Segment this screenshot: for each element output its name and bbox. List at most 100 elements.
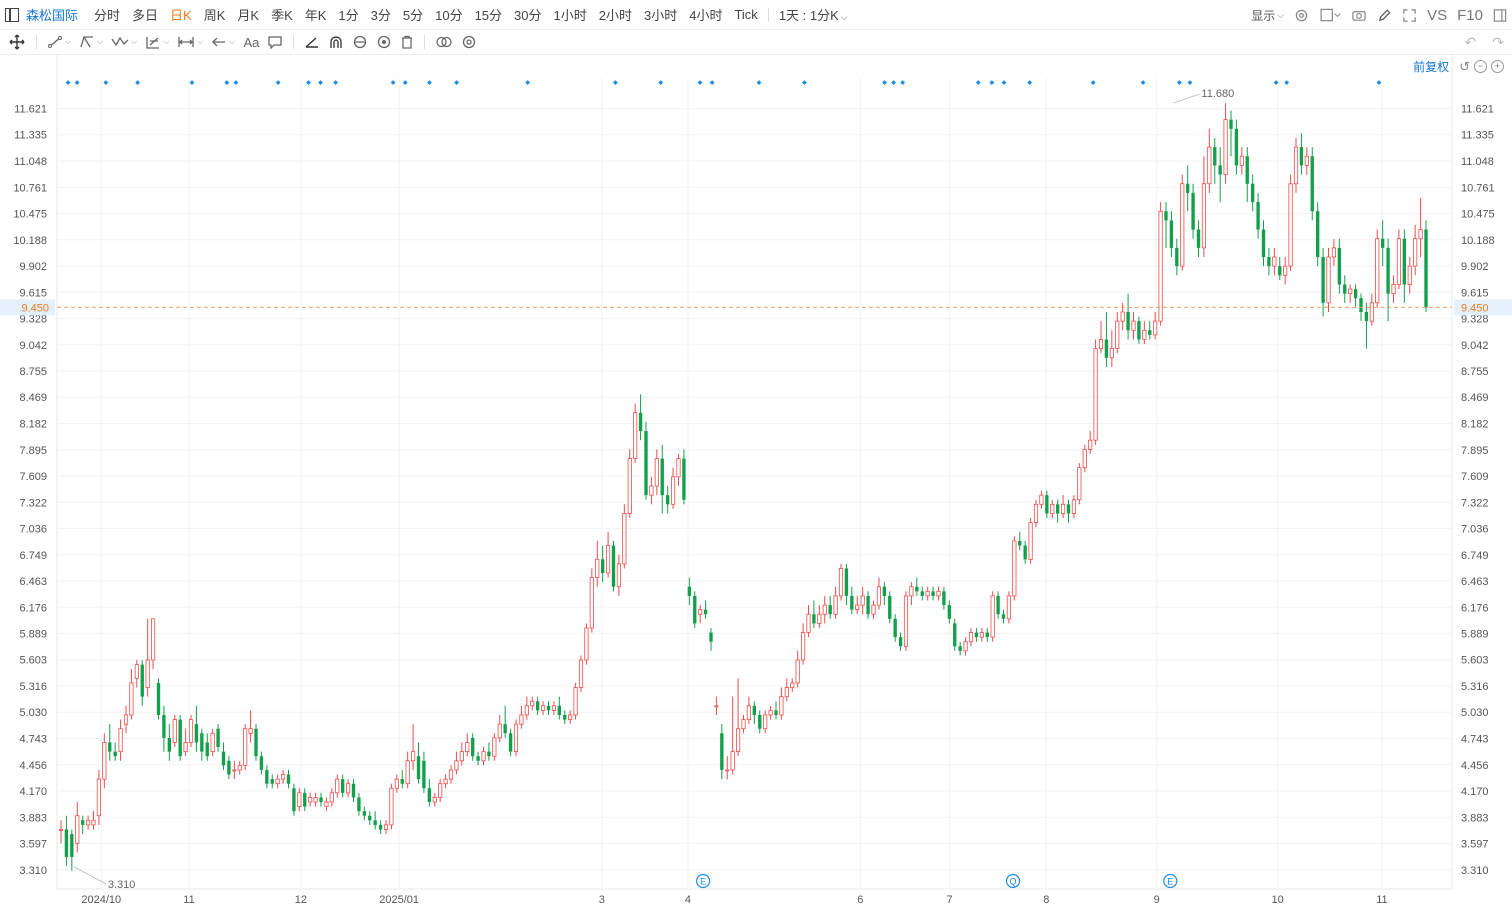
event-dot[interactable] <box>1001 80 1007 85</box>
candle-body[interactable] <box>335 778 340 794</box>
candle-body[interactable] <box>606 545 611 574</box>
candle-body[interactable] <box>303 792 307 807</box>
reset-icon[interactable]: ↺ <box>1459 58 1470 74</box>
candle-body[interactable] <box>200 733 204 752</box>
candle-body[interactable] <box>953 623 957 647</box>
candle-body[interactable] <box>996 595 1000 615</box>
candle-body[interactable] <box>1066 504 1071 514</box>
candle-body[interactable] <box>779 696 784 716</box>
candle-body[interactable] <box>736 728 741 753</box>
candle-body[interactable] <box>1164 211 1168 221</box>
event-marker-icon[interactable] <box>1005 873 1021 889</box>
event-dot[interactable] <box>454 80 460 85</box>
candle-body[interactable] <box>91 819 96 826</box>
candle-body[interactable] <box>676 458 681 478</box>
candle-body[interactable] <box>58 829 64 831</box>
candle-body[interactable] <box>416 756 421 780</box>
candle-body[interactable] <box>1185 183 1190 193</box>
event-dot[interactable] <box>1176 80 1182 85</box>
event-dot[interactable] <box>427 80 432 85</box>
candle-body[interactable] <box>638 412 643 432</box>
candle-body[interactable] <box>936 590 941 597</box>
candlestick-chart[interactable]: 3.310 3.310 3.597 3.597 3.883 3.883 4.170 4.170… <box>0 55 1512 915</box>
candle-body[interactable] <box>1402 238 1407 285</box>
candle-body[interactable] <box>346 783 351 794</box>
candle-body[interactable] <box>979 632 984 638</box>
candle-body[interactable] <box>1315 211 1320 258</box>
candle-body[interactable] <box>1283 265 1288 276</box>
candle-body[interactable] <box>1131 320 1136 331</box>
candle-body[interactable] <box>400 779 404 784</box>
period-tab[interactable]: 1分 <box>338 8 359 23</box>
candle-body[interactable] <box>438 783 443 798</box>
event-dot[interactable] <box>525 80 531 85</box>
candle-body[interactable] <box>427 788 432 802</box>
candle-body[interactable] <box>682 458 686 500</box>
candle-body[interactable] <box>319 797 323 802</box>
event-dot[interactable] <box>1027 80 1033 85</box>
fullscreen-icon[interactable] <box>1402 8 1417 23</box>
candle-body[interactable] <box>1218 165 1222 175</box>
candle-body[interactable] <box>1180 183 1185 267</box>
candle-body[interactable] <box>568 714 573 720</box>
compare-vs-button[interactable]: VS <box>1427 6 1448 24</box>
candle-body[interactable] <box>1331 247 1336 258</box>
candle-body[interactable] <box>210 732 215 753</box>
candle-body[interactable] <box>817 613 822 624</box>
event-dot[interactable] <box>333 80 339 85</box>
candle-body[interactable] <box>578 659 584 688</box>
candle-body[interactable] <box>687 586 692 596</box>
period-tab[interactable]: 周K <box>203 8 226 23</box>
candle-body[interactable] <box>324 801 329 807</box>
candle-body[interactable] <box>850 595 854 610</box>
candle-body[interactable] <box>194 724 199 743</box>
candle-body[interactable] <box>942 591 946 606</box>
candle-body[interactable] <box>292 788 296 812</box>
candle-body[interactable] <box>1234 128 1239 166</box>
undo-icon[interactable]: ↶ <box>1464 34 1477 50</box>
candle-body[interactable] <box>378 824 383 830</box>
candle-body[interactable] <box>589 577 594 629</box>
candle-body[interactable] <box>129 682 134 716</box>
candle-body[interactable] <box>329 792 334 803</box>
candle-body[interactable] <box>373 820 377 825</box>
candle-body[interactable] <box>513 723 519 753</box>
candle-body[interactable] <box>665 495 670 505</box>
candle-body[interactable] <box>622 513 627 565</box>
visibility-eye-icon[interactable] <box>376 35 392 49</box>
candle-body[interactable] <box>573 687 578 716</box>
candle-body[interactable] <box>140 664 144 697</box>
event-dot[interactable] <box>1140 80 1146 85</box>
event-dot[interactable] <box>1273 80 1279 85</box>
candle-body[interactable] <box>876 586 881 606</box>
move-cross-icon[interactable] <box>8 34 26 50</box>
candle-body[interactable] <box>1055 504 1060 514</box>
zoom-in-icon[interactable]: + <box>1491 60 1504 73</box>
candle-body[interactable] <box>557 705 562 715</box>
candle-body[interactable] <box>725 769 730 772</box>
candle-body[interactable] <box>459 751 464 762</box>
event-dot[interactable] <box>882 80 887 85</box>
candle-body[interactable] <box>963 641 968 652</box>
candle-body[interactable] <box>519 714 524 725</box>
candle-body[interactable] <box>1148 330 1152 335</box>
candle-body[interactable] <box>1223 119 1228 175</box>
candle-body[interactable] <box>1272 256 1277 267</box>
lock-drawing-icon[interactable] <box>352 35 368 49</box>
candle-body[interactable] <box>746 705 751 720</box>
candle-body[interactable] <box>627 458 632 514</box>
candle-body[interactable] <box>660 458 664 496</box>
candle-body[interactable] <box>167 737 172 752</box>
event-dot[interactable] <box>390 80 396 85</box>
candle-body[interactable] <box>693 595 697 624</box>
sidebar-toggle-icon[interactable] <box>5 7 19 22</box>
candle-body[interactable] <box>1364 311 1369 322</box>
event-dot[interactable] <box>975 80 981 85</box>
period-tab[interactable]: 分时 <box>94 8 121 23</box>
candle-body[interactable] <box>1104 339 1109 358</box>
candle-body[interactable] <box>113 751 117 757</box>
zoom-out-icon[interactable]: − <box>1474 60 1487 73</box>
candle-body[interactable] <box>281 774 286 780</box>
candle-body[interactable] <box>1169 220 1174 248</box>
period-tab[interactable]: 3分 <box>370 8 391 23</box>
